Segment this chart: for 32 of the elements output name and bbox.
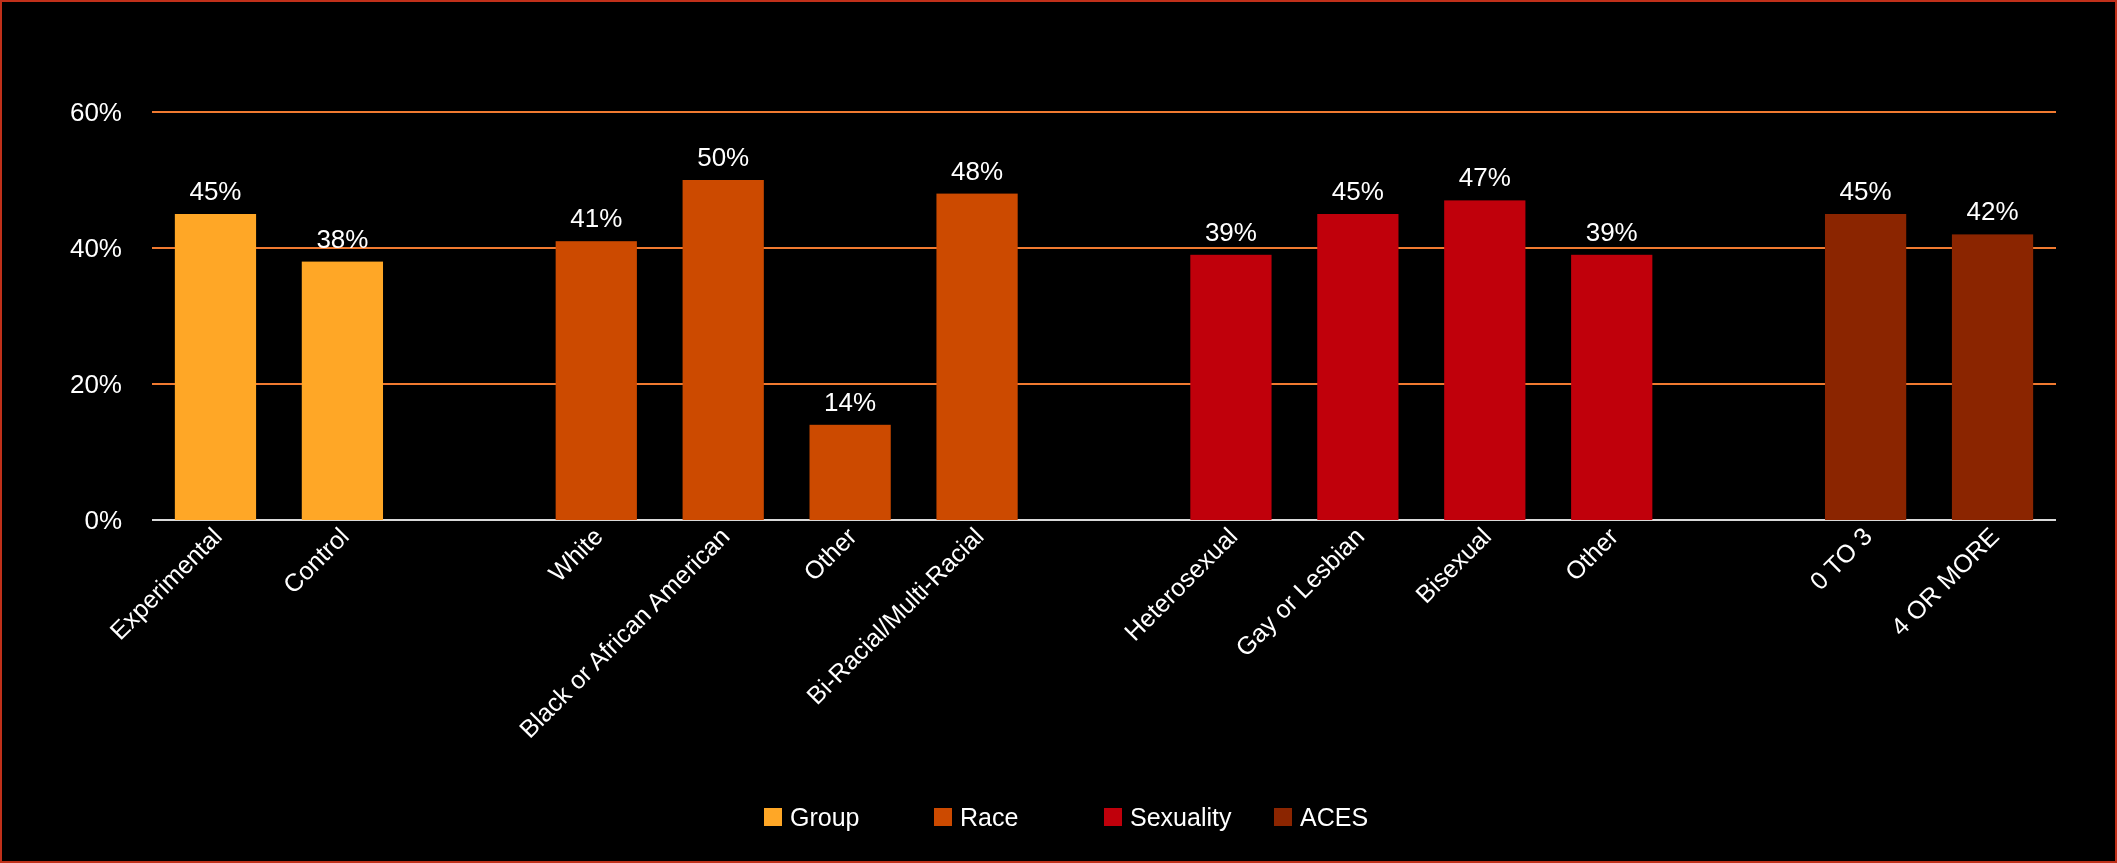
data-label: 14% [824,386,877,417]
bar [555,241,637,520]
bar [1190,254,1272,520]
data-label: 45% [189,176,242,206]
bar [1951,234,2034,520]
bar [1571,254,1653,520]
bar [301,261,384,520]
legend-label: ACES [1300,803,1369,831]
bar [1317,214,1399,520]
data-label: 45% [1839,176,1892,206]
bar [809,424,891,520]
data-label: 47% [1458,162,1511,193]
bar [682,180,764,520]
bar [174,214,257,520]
data-label: 39% [1585,216,1638,247]
y-tick-label: 40% [69,233,122,263]
bar [1824,214,1907,520]
bar [1444,200,1526,520]
x-tick-label: 0 TO 3 [1803,521,1878,595]
data-label: 45% [1331,176,1384,206]
data-label: 39% [1204,216,1257,247]
legend-label: Sexuality [1130,803,1232,831]
data-label: 38% [316,223,369,254]
y-tick-label: 60% [69,97,122,127]
legend-label: Group [790,803,860,831]
y-tick-label: 20% [69,369,122,399]
data-label: 48% [951,155,1004,186]
data-label: 50% [697,142,750,172]
data-label: 41% [570,203,623,234]
bar [936,193,1018,520]
data-label: 42% [1966,196,2019,227]
legend-label: Race [960,803,1019,831]
